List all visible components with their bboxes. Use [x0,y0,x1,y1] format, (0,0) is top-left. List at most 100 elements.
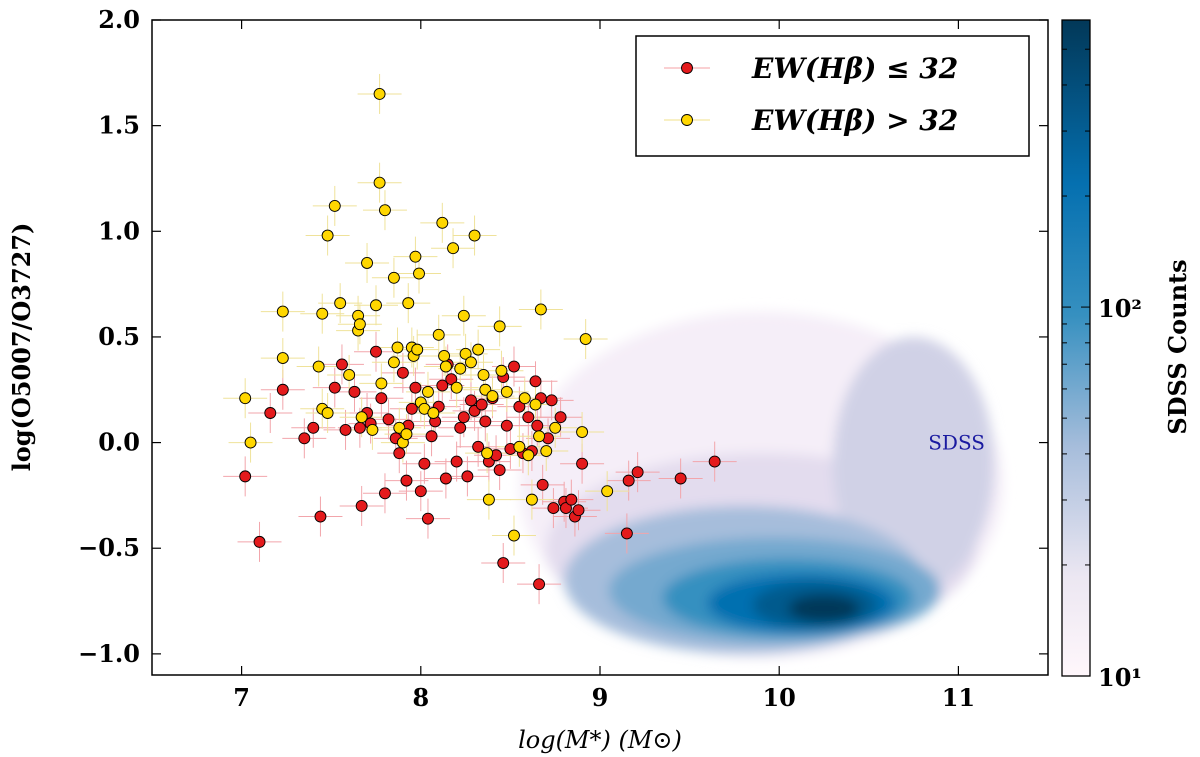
density-region [832,336,995,591]
point-red [379,487,391,500]
point-red [554,411,567,424]
point-yellow [387,271,400,284]
x-tick-label: 8 [412,683,429,712]
point-red [497,557,510,569]
point-yellow [540,445,553,457]
point-yellow [353,318,366,331]
point-red [298,432,311,445]
point-red [414,485,427,498]
legend-box [635,35,1030,157]
point-yellow [244,436,257,449]
point-red [328,381,341,394]
point-yellow [321,229,334,242]
point-yellow [375,377,388,390]
point-yellow [522,449,535,462]
point-yellow [457,309,470,322]
legend: EW(Hβ) ≤ 32 EW(Hβ) > 32 [635,35,1030,157]
point-red [475,398,488,411]
y-axis-label: log(O5007/O3727) [7,223,36,472]
legend-marker-yellow [681,114,693,126]
point-red [508,360,520,373]
data-points [239,88,721,591]
point-yellow [312,360,325,373]
x-tick-label: 10 [762,683,795,712]
point-yellow [276,352,289,365]
point-red [572,504,585,517]
y-tick-label: 2.0 [98,5,140,34]
point-red [336,358,348,371]
point-yellow [525,493,538,506]
point-red [276,383,289,396]
point-red [513,400,526,413]
colorbar: 10¹ 10² SDSS Counts [1061,19,1192,692]
point-red [400,474,413,487]
point-red [536,478,549,491]
point-yellow [459,347,472,360]
point-red [355,500,368,512]
point-yellow [468,229,481,242]
point-red [565,493,578,506]
point-red [472,440,485,453]
point-red [674,472,687,485]
point-yellow [579,333,592,345]
point-yellow [370,299,382,312]
point-red [253,535,266,548]
point-yellow [439,360,452,373]
y-tick-label: 0.0 [98,428,140,457]
point-red [529,375,542,388]
point-yellow [413,267,425,280]
point-yellow [239,392,252,405]
point-red [622,474,635,487]
point-yellow [533,430,546,443]
point-yellow [427,407,440,419]
x-tick-label: 9 [592,683,609,712]
colorbar-ticks: 10¹ 10² [1062,19,1142,692]
point-yellow [534,303,547,316]
point-red [436,379,449,392]
point-yellow [481,447,494,460]
colorbar-tick-label: 10² [1098,294,1142,323]
point-red [547,502,560,515]
point-yellow [529,398,542,411]
point-red [522,411,535,424]
point-yellow [513,440,526,453]
point-red [264,407,277,419]
point-red [393,447,406,460]
legend-entry-2: EW(Hβ) > 32 [664,104,958,137]
point-red [348,385,361,398]
point-red [631,466,644,479]
point-yellow [450,381,463,394]
x-axis-label: log(M*) (M⊙) [518,726,682,754]
colorbar-label: SDSS Counts [1163,259,1192,434]
point-red [500,419,513,432]
point-yellow [400,428,413,441]
point-yellow [482,493,495,506]
point-yellow [366,423,379,436]
point-red [405,402,418,415]
point-yellow [422,385,434,398]
point-red [339,423,352,436]
point-yellow [321,407,334,419]
point-red [465,394,477,407]
point-yellow [373,88,386,100]
point-yellow [601,485,614,498]
point-red [545,394,558,407]
point-red [450,455,463,468]
point-red [620,527,633,540]
point-yellow [518,392,531,405]
point-red [479,415,492,428]
point-red [314,510,327,523]
legend-label-red: EW(Hβ) ≤ 32 [751,52,958,85]
point-red [560,502,572,515]
point-red [418,457,431,470]
point-yellow [549,421,562,434]
point-red [576,457,589,470]
point-red [382,413,395,426]
legend-marker-red [681,62,693,74]
y-tick-label: 1.0 [98,216,140,245]
point-yellow [436,216,449,229]
point-red [425,430,438,443]
point-red [375,392,388,405]
x-axis: 7 8 9 10 11 [233,20,975,712]
point-yellow [411,343,424,356]
